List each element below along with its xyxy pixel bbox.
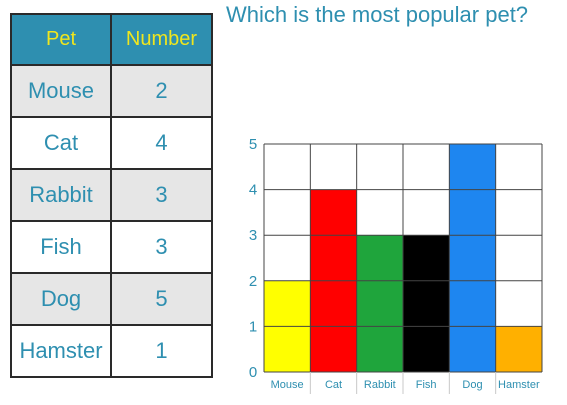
table-row: Dog 5	[10, 272, 213, 326]
header-pet: Pet	[10, 13, 112, 66]
y-tick-label: 1	[249, 318, 257, 335]
x-category-label: Cat	[325, 379, 342, 391]
pet-name: Hamster	[10, 324, 112, 378]
y-tick-label: 3	[249, 227, 257, 244]
pet-number: 1	[110, 324, 213, 378]
y-tick-label: 2	[249, 273, 257, 290]
table-row: Rabbit 3	[10, 168, 213, 222]
bar-dog	[449, 144, 496, 372]
pet-name: Dog	[10, 272, 112, 326]
pet-number: 3	[110, 168, 213, 222]
table-row: Hamster 1	[10, 324, 213, 378]
pet-name: Rabbit	[10, 168, 112, 222]
table-row: Fish 3	[10, 220, 213, 274]
header-number: Number	[110, 13, 213, 66]
pet-name: Mouse	[10, 64, 112, 118]
x-category-label: Rabbit	[364, 379, 396, 391]
x-category-label: Fish	[416, 379, 437, 391]
table-header-row: Pet Number	[10, 13, 213, 66]
bar-hamster	[495, 326, 542, 372]
y-tick-label: 0	[249, 364, 257, 381]
bar-chart: 0 1 2 3 4 5 Mouse Cat Rabbit Fish Dog Hamster	[249, 136, 543, 394]
pet-number: 3	[110, 220, 213, 274]
x-category-label: Mouse	[271, 379, 304, 391]
pet-number: 4	[110, 116, 213, 170]
y-tick-label: 4	[249, 182, 257, 199]
pet-name: Fish	[10, 220, 112, 274]
bar-rabbit	[356, 235, 403, 372]
pet-number: 5	[110, 272, 213, 326]
x-category-label: Dog	[462, 379, 482, 391]
chart-title: Which is the most popular pet?	[226, 2, 529, 27]
pet-table: Pet Number Mouse 2 Cat 4 Rabbit 3 Fish 3…	[10, 13, 213, 378]
y-tick-label: 5	[249, 136, 257, 153]
table-row: Cat 4	[10, 116, 213, 170]
x-category-label: Hamster	[498, 379, 540, 391]
pet-name: Cat	[10, 116, 112, 170]
pet-number: 2	[110, 64, 213, 118]
table-row: Mouse 2	[10, 64, 213, 118]
bar-fish	[403, 235, 450, 372]
